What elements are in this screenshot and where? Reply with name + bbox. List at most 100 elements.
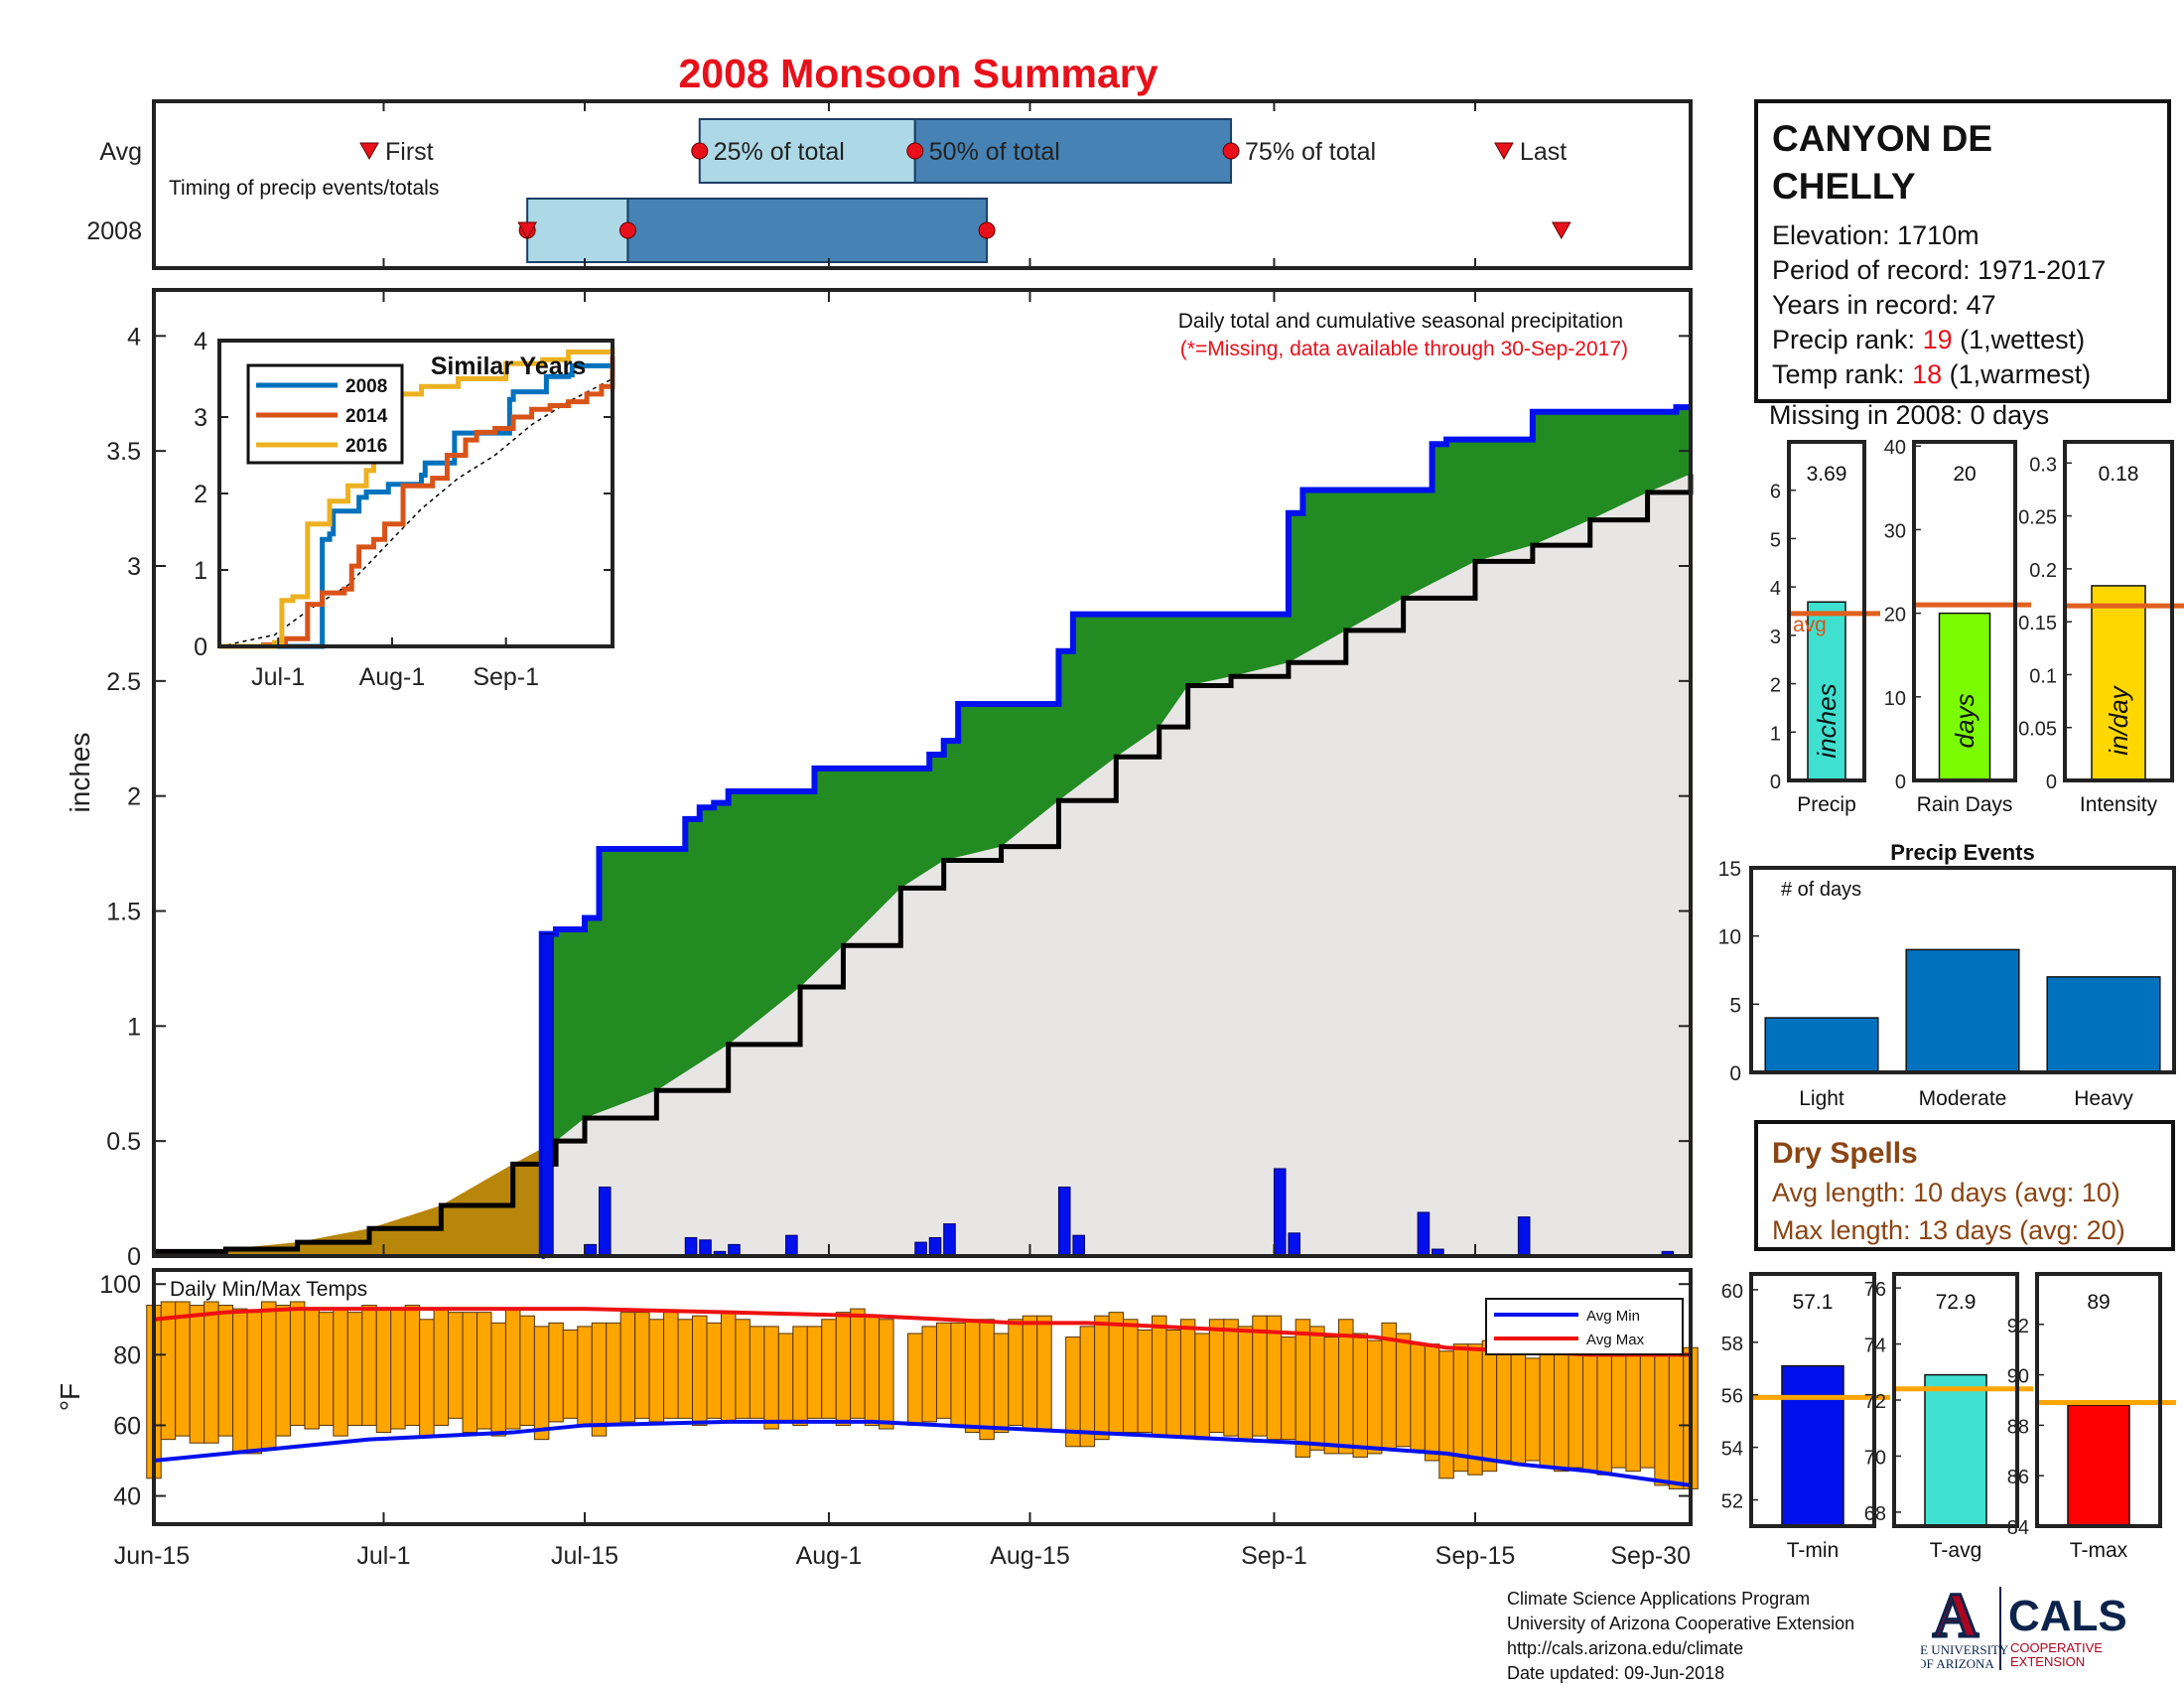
- summary-precip-frame: [1787, 440, 1866, 782]
- temp-title: Daily Min/Max Temps: [170, 1278, 367, 1301]
- daily-temp-bar: [304, 1308, 320, 1430]
- daily-temp-bar: [375, 1308, 392, 1434]
- avg-cumulative-fill: [541, 474, 1691, 1256]
- temp-ytick-label: 100: [99, 1271, 141, 1299]
- daily-precip-bar: [684, 1236, 698, 1257]
- daily-temp-bar: [1108, 1312, 1125, 1434]
- daily-temp-bar: [261, 1301, 277, 1451]
- tsummary-tmax-label: T-max: [2070, 1539, 2128, 1562]
- daily-temp-bar: [404, 1305, 421, 1426]
- daily-temp-bar: [1539, 1353, 1556, 1469]
- tsummary-tmin-ytick-label: 58: [1721, 1334, 1743, 1355]
- precip-events-bar: [1905, 948, 2020, 1073]
- daily-temp-bar: [1639, 1350, 1656, 1469]
- station-name-line1: CANYON DE: [1772, 118, 1993, 159]
- daily-temp-bar: [1596, 1350, 1612, 1476]
- daily-temp-bar: [246, 1312, 263, 1455]
- logo-a-bg: [1931, 1587, 1980, 1634]
- avg-min-line: [153, 1419, 1692, 1487]
- daily-temp-bar: [217, 1305, 234, 1437]
- summary-precip-label: Precip: [1797, 793, 1856, 816]
- daily-temp-bar: [964, 1319, 981, 1434]
- daily-temp-bar: [735, 1319, 751, 1419]
- avg-max-line: [153, 1307, 1691, 1357]
- footer-line4: Date updated: 09-Jun-2018: [1507, 1663, 1725, 1683]
- daily-precip-bar: [1057, 1187, 1071, 1257]
- daily-precip-bar: [598, 1187, 612, 1257]
- year-cumulative-line: [538, 404, 1691, 1259]
- avg-p75-marker: [1222, 142, 1240, 160]
- daily-temp-bar: [993, 1333, 1010, 1434]
- tsummary-tmax-bar: [2067, 1404, 2130, 1527]
- temp-xtick-label: Jul-15: [551, 1542, 618, 1570]
- station-info-box: CANYON DE CHELLY Elevation: 1710m Period…: [1754, 99, 2171, 403]
- temp-xtick-label: Sep-30: [1610, 1542, 1691, 1570]
- precip-events-ytick-label: 10: [1718, 926, 1741, 949]
- tsummary-tmin-ytick-label: 56: [1721, 1386, 1743, 1408]
- tsummary-tavg-value: 72.9: [1936, 1291, 1977, 1314]
- year-last-marker: [1551, 221, 1571, 240]
- daily-temp-bar: [1554, 1353, 1570, 1473]
- daily-temp-bar: [477, 1312, 492, 1430]
- summary-intensity-label: Intensity: [2080, 793, 2158, 816]
- summary-intensity-frame: [2063, 440, 2174, 782]
- daily-temp-bar: [1252, 1315, 1268, 1437]
- daily-temp-bar: [1568, 1346, 1583, 1469]
- precip-events-ytick-label: 5: [1729, 994, 1741, 1017]
- daily-temp-bar: [346, 1312, 363, 1426]
- daily-temp-bar: [720, 1312, 737, 1423]
- summary-precip-ytick-label: 5: [1770, 529, 1781, 551]
- daily-precip-bar: [1517, 1216, 1531, 1257]
- summary-raindays-value: 20: [1953, 463, 1976, 486]
- precip-events-note: # of days: [1781, 879, 1861, 901]
- main-frame: [152, 288, 1693, 1258]
- summary-raindays-ytick-label: 20: [1884, 605, 1906, 627]
- tsummary-tavg-ytick-label: 68: [1864, 1503, 1886, 1525]
- daily-temp-bar: [1266, 1315, 1283, 1441]
- inset-legend-label-2014: 2014: [345, 406, 388, 427]
- inset-title: Similar Years: [431, 352, 587, 380]
- year-first-triangle: [517, 221, 538, 240]
- daily-temp-bar: [1525, 1357, 1541, 1462]
- daily-temp-bar: [935, 1322, 952, 1419]
- timing-panel: Avg 2008 Timing of precip events/totals Fir…: [86, 99, 1693, 270]
- logo-university: THE UNIVERSITY: [1921, 1642, 2009, 1657]
- tsummary-tavg-ytick-label: 76: [1864, 1279, 1886, 1301]
- footer-line3[interactable]: http://cals.arizona.edu/climate: [1507, 1638, 1744, 1658]
- temp-rank-label: Temp rank:: [1772, 359, 1913, 389]
- daily-temp-bar: [433, 1308, 450, 1426]
- main-caption: Daily total and cumulative seasonal prec…: [1178, 310, 1623, 333]
- tsummary-tmax-frame: [2035, 1272, 2162, 1528]
- summary-intensity-ytick-label: 0: [2046, 772, 2057, 793]
- inset-xtick-label: Jul-1: [251, 663, 305, 691]
- figure-title: 2008 Monsoon Summary: [678, 51, 1158, 96]
- logo-cooperative: COOPERATIVE: [2010, 1640, 2103, 1655]
- daily-temp-bar: [548, 1322, 564, 1423]
- timing-row-year: 2008: [86, 217, 142, 245]
- daily-temp-bar: [533, 1326, 550, 1441]
- main-missing-note: (*=Missing, data available through 30-Se…: [1180, 338, 1628, 360]
- daily-temp-bar: [1179, 1319, 1196, 1437]
- summary-intensity-ytick-label: 0.3: [2029, 454, 2057, 476]
- daily-temp-bar: [850, 1308, 866, 1419]
- daily-temp-bar: [1496, 1343, 1512, 1462]
- daily-precip-bar: [541, 933, 554, 1257]
- main-ytick-label: 0.5: [106, 1128, 141, 1156]
- summary-intensity-ytick-label: 0.15: [2018, 613, 2057, 634]
- precip-rank-label: Precip rank:: [1772, 325, 1923, 354]
- temp-xtick-label: Aug-15: [990, 1542, 1070, 1570]
- year-p25-marker: [618, 221, 636, 239]
- daily-temp-bar: [333, 1308, 348, 1437]
- summary-intensity-ytick-label: 0.05: [2018, 719, 2057, 741]
- inset-series-2008: [219, 362, 615, 649]
- avg-p50-marker: [906, 142, 924, 160]
- summary-raindays-ytick-label: 30: [1884, 520, 1906, 542]
- avg-first-label: First: [385, 138, 434, 166]
- avg-cumulative-line: [154, 474, 1694, 1254]
- summary-precip-ytick-label: 1: [1770, 723, 1781, 745]
- daily-temp-bar: [448, 1312, 464, 1419]
- daily-precip-bar: [928, 1236, 942, 1257]
- tsummary-tmax-ytick-label: 90: [2007, 1366, 2029, 1388]
- summary-raindays-frame: [1912, 440, 2017, 782]
- similar-years-inset: 0 1 2 3 4 Jul-1 Aug-1 Sep-1 Similar Years 2008 201…: [194, 328, 615, 691]
